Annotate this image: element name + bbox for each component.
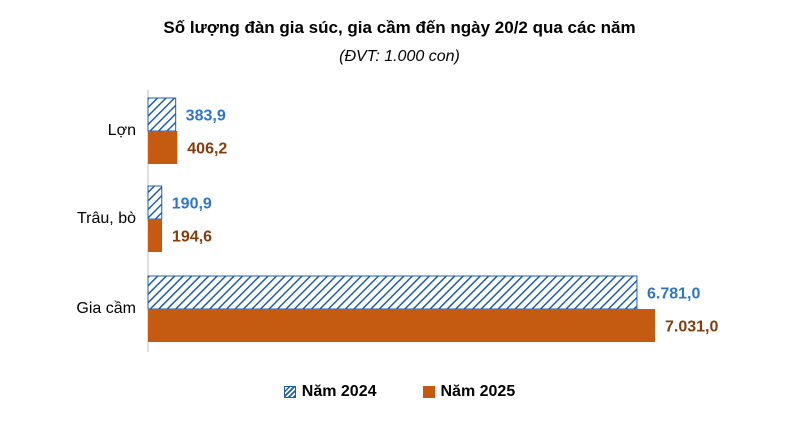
bar-lon-2025 [148, 131, 178, 164]
bar-gia-cam-2025 [148, 309, 655, 342]
legend-label-2024: Năm 2024 [301, 383, 377, 400]
legend: Năm 2024 Năm 2025 [0, 383, 799, 401]
bar-chart: Lợn 383,9 406,2 Trâu, bò 190,9 194,6 Gia cầm 6.… [76, 90, 718, 352]
category-label-gia-cam: Gia cầm [76, 300, 136, 317]
legend-swatch-2025 [422, 386, 435, 398]
bar-trau-bo-2025 [148, 219, 163, 252]
legend-item-2025: Năm 2025 [422, 383, 516, 401]
legend-label-2025: Năm 2025 [440, 383, 516, 400]
bar-gia-cam-2024 [147, 275, 638, 310]
category-label-trau-bo: Trâu, bò [77, 210, 136, 227]
legend-swatch-2024 [283, 386, 296, 398]
category-label-lon: Lợn [108, 122, 136, 139]
chart-title: Số lượng đàn gia súc, gia cầm đến ngày 2… [163, 18, 636, 37]
value-label-trau-bo-2025: 194,6 [172, 229, 212, 246]
bar-lon-2024 [147, 97, 177, 132]
value-label-gia-cam-2025: 7.031,0 [665, 319, 718, 336]
bar-trau-bo-2024 [147, 185, 163, 220]
chart-subtitle: (ĐVT: 1.000 con) [339, 48, 460, 65]
legend-item-2024: Năm 2024 [283, 383, 377, 401]
value-label-lon-2025: 406,2 [187, 141, 227, 158]
value-label-lon-2024: 383,9 [186, 108, 226, 125]
value-label-gia-cam-2024: 6.781,0 [647, 286, 700, 303]
value-label-trau-bo-2024: 190,9 [172, 196, 212, 213]
